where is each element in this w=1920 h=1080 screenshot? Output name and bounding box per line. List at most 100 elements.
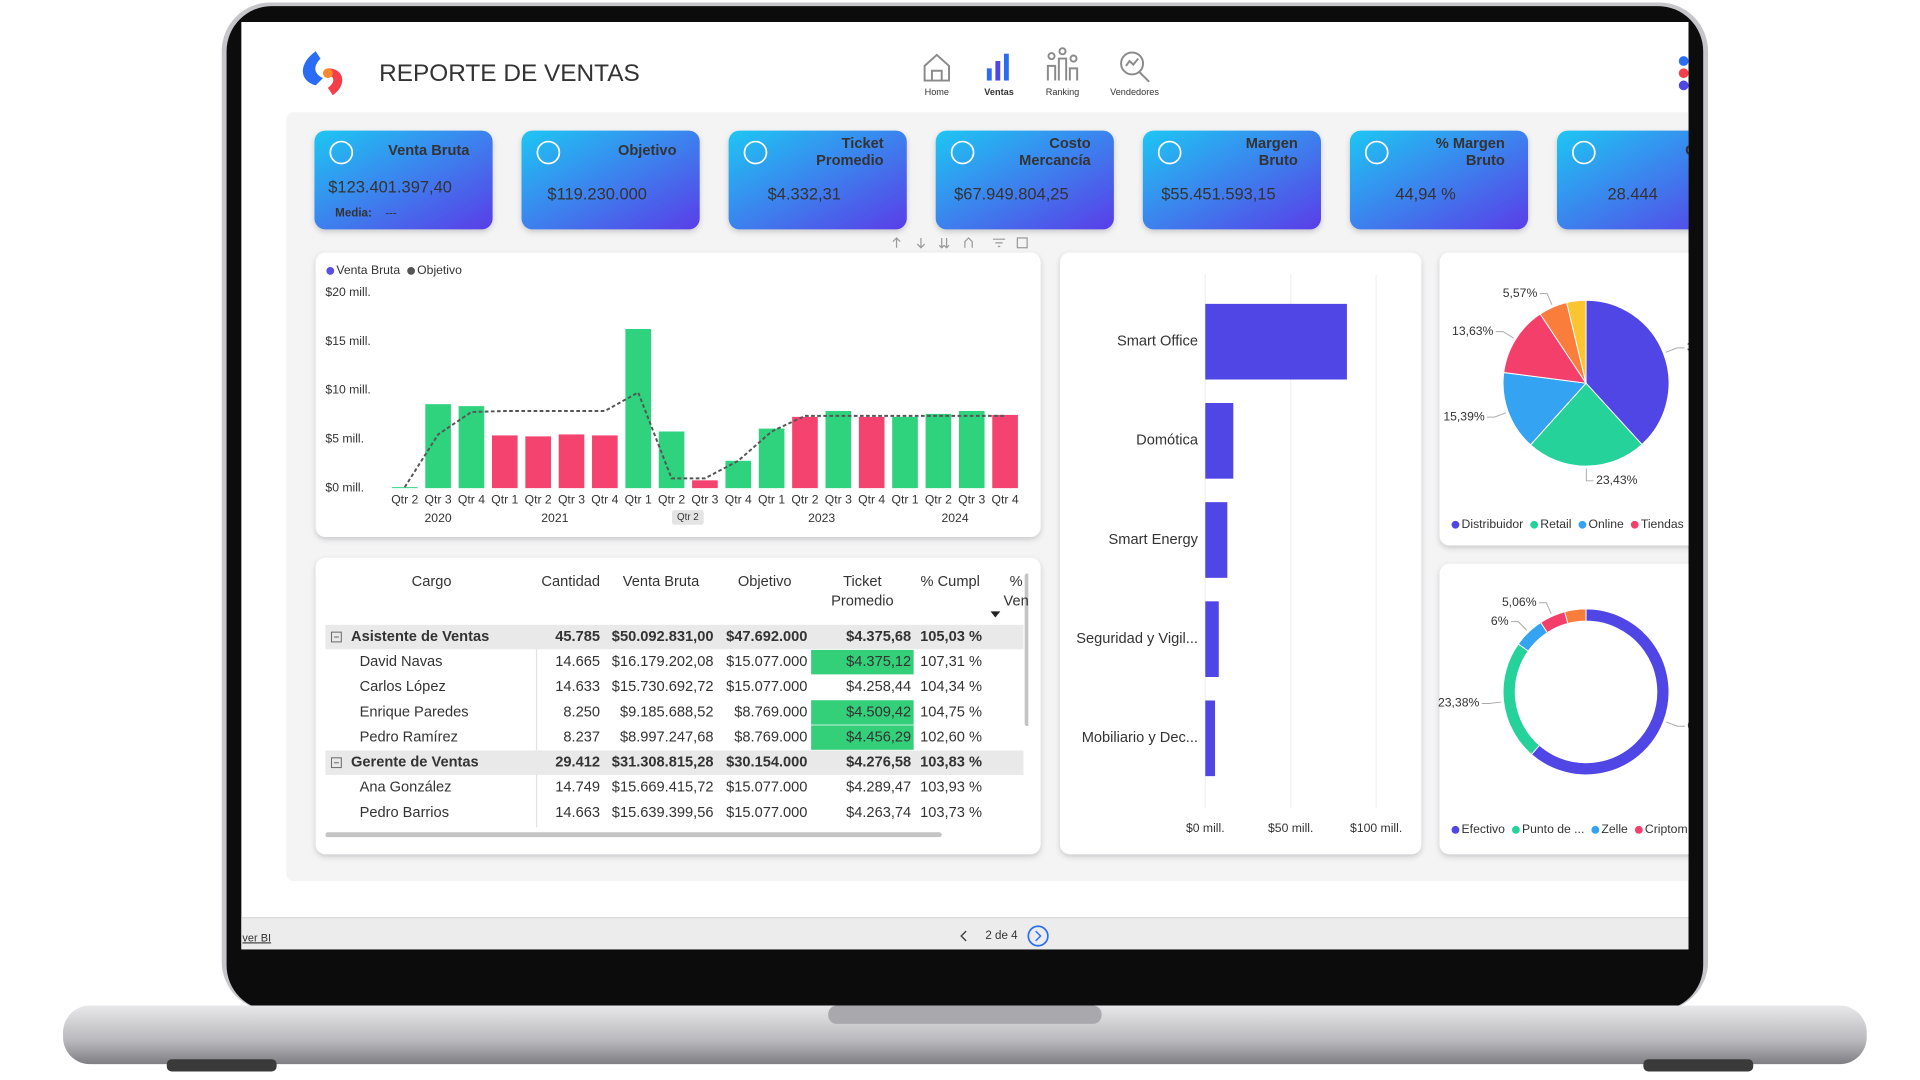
- y-tick-label: $20 mill.: [325, 285, 370, 299]
- pager-prev[interactable]: [960, 930, 967, 942]
- x-group-label: 2024: [941, 511, 968, 525]
- x-group-label: 2020: [425, 511, 452, 525]
- legend-label: Retail: [1540, 517, 1571, 531]
- bar: [458, 406, 485, 489]
- leader-line: [1495, 331, 1514, 339]
- bar: [491, 435, 518, 489]
- kpi-card: [1142, 130, 1321, 230]
- collapse-toggle[interactable]: [331, 757, 342, 769]
- column-header: %: [1010, 574, 1023, 590]
- highlight-cell: [811, 700, 914, 725]
- bar: [958, 411, 985, 489]
- table-cell: $4.263,74: [846, 805, 911, 821]
- table-cell: $15.077.000: [726, 780, 807, 796]
- kpi-icon: [329, 140, 354, 165]
- kpi-value: 44,94 %: [1395, 186, 1456, 204]
- kpi-card: [1349, 130, 1529, 230]
- leader-line: [1665, 721, 1685, 727]
- legend-label: Venta Bruta: [336, 263, 400, 277]
- table-cell: $9.185.688,52: [620, 704, 714, 720]
- legend-marker: [1451, 825, 1460, 834]
- legend-marker: [1578, 520, 1587, 529]
- legend-marker: [1511, 825, 1520, 834]
- x-tick-label: Qtr 2: [391, 493, 418, 507]
- table-cell: 14.633: [555, 679, 600, 695]
- nav-item[interactable]: Ventas: [984, 87, 1013, 97]
- hbar-card: [1060, 252, 1422, 855]
- table-cell: 107,31 %: [920, 654, 982, 670]
- x-tick-label: Qtr 4: [992, 493, 1019, 507]
- kpi-label: Bruto: [1259, 153, 1298, 169]
- x-tick-label: Qtr 4: [858, 493, 885, 507]
- kpi-label: Margen: [1246, 136, 1298, 152]
- table-cell: $4.375,68: [846, 629, 911, 645]
- nav-item[interactable]: Vendedores: [1110, 87, 1159, 97]
- bar: [992, 414, 1018, 489]
- x-tick-label: Qtr 4: [458, 493, 485, 507]
- kpi-label: Objetivo: [618, 143, 677, 159]
- tooltip: Qtr 2: [677, 512, 699, 523]
- kpi-label: Clie: [1685, 143, 1712, 159]
- bar: [858, 416, 885, 489]
- bar: [892, 416, 918, 489]
- foot: [166, 1059, 277, 1072]
- table-cell: 45.785: [555, 629, 600, 645]
- legend-marker: [1634, 825, 1643, 834]
- bar: [558, 434, 585, 489]
- pager-next[interactable]: [1035, 930, 1042, 942]
- x-tick-label: Qtr 4: [591, 493, 618, 507]
- column-header: Objetivo: [738, 574, 792, 590]
- objective-line: [403, 391, 1006, 488]
- collapse-toggle[interactable]: [331, 631, 342, 643]
- nav-item[interactable]: Ranking: [1046, 87, 1080, 97]
- x-tick-label: Qtr 1: [625, 493, 652, 507]
- x-tick-label: Qtr 2: [925, 493, 952, 507]
- sort-arrow[interactable]: [990, 611, 1001, 618]
- powerbi-link[interactable]: ver BI: [242, 932, 271, 944]
- legend-label: Objetivo: [417, 263, 462, 277]
- logo: [302, 51, 343, 96]
- y-tick-label: $0 mill.: [325, 480, 364, 494]
- x-group-label: 2023: [808, 511, 835, 525]
- h-scrollbar[interactable]: [325, 832, 942, 838]
- bar: [1205, 700, 1216, 777]
- v-scrollbar[interactable]: [1024, 573, 1030, 727]
- data-label: 5,06%: [1502, 595, 1537, 609]
- table-cell: $4.276,58: [846, 755, 911, 771]
- y-tick-label: $10 mill.: [325, 383, 370, 397]
- pager-label: 2 de 4: [985, 930, 1018, 942]
- app-dots: [1678, 56, 1689, 91]
- x-tick-label: Qtr 2: [658, 493, 685, 507]
- x-tick-label: Qtr 1: [758, 493, 785, 507]
- y-tick-label: Domótica: [1136, 433, 1199, 449]
- x-tick-label: Qtr 3: [691, 493, 718, 507]
- bar: [792, 416, 818, 489]
- screen: REPORTE DE VENTAS Cargo Cantidad Venta Bru…: [241, 21, 1728, 950]
- bar: [1205, 502, 1228, 578]
- table-cell: 14.749: [555, 780, 600, 796]
- kpi-value: $4.332,31: [768, 186, 841, 204]
- table-cell: $15.077.000: [726, 679, 807, 695]
- kpi-label: Venta Bruta: [388, 143, 470, 159]
- data-label: 38,23%: [1687, 340, 1728, 354]
- nav-item[interactable]: Home: [925, 87, 949, 97]
- bar: [658, 431, 685, 489]
- row-label: Enrique Paredes: [360, 704, 469, 720]
- leader-line: [1487, 412, 1507, 418]
- leader-line: [1665, 347, 1685, 353]
- data-label: 23,43%: [1596, 473, 1637, 487]
- legend-marker: [1630, 520, 1639, 529]
- legend-label: Tiendas: [1641, 517, 1684, 531]
- bar: [1205, 601, 1219, 677]
- kpi-label: Bruto: [1466, 153, 1505, 169]
- table-cell: $15.669.415,72: [612, 780, 714, 796]
- kpi-icon: [1364, 140, 1389, 165]
- pie-slice: [1566, 299, 1587, 384]
- foot: [1643, 1059, 1754, 1072]
- pie-slice: [1502, 371, 1588, 446]
- bar: [925, 413, 952, 489]
- table-cell: 103,83 %: [920, 755, 982, 771]
- kpi-value: 28.444: [1607, 186, 1657, 204]
- table-cell: 103,73 %: [920, 805, 982, 821]
